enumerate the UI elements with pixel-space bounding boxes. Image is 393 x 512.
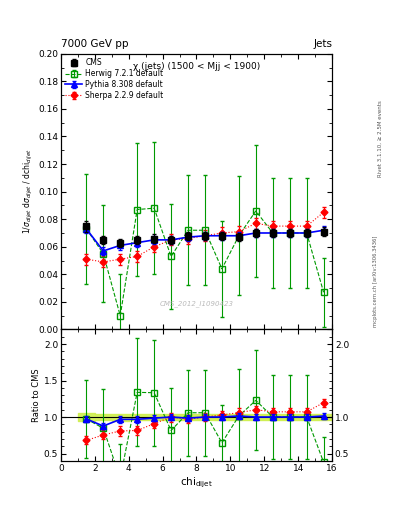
Text: 7000 GeV pp: 7000 GeV pp	[61, 38, 129, 49]
Y-axis label: 1/$\sigma_{dijet}$ d$\sigma_{dijet}$ / dchi$_{dijet}$: 1/$\sigma_{dijet}$ d$\sigma_{dijet}$ / d…	[22, 149, 35, 234]
Text: Jets: Jets	[313, 38, 332, 49]
Text: χ (jets) (1500 < Mjj < 1900): χ (jets) (1500 < Mjj < 1900)	[133, 62, 260, 71]
Text: CMS_2012_I1090423: CMS_2012_I1090423	[160, 301, 233, 307]
Text: mcplots.cern.ch [arXiv:1306.3436]: mcplots.cern.ch [arXiv:1306.3436]	[373, 236, 378, 327]
Text: Rivet 3.1.10, ≥ 2.5M events: Rivet 3.1.10, ≥ 2.5M events	[378, 100, 383, 177]
Legend: CMS, Herwig 7.2.1 default, Pythia 8.308 default, Sherpa 2.2.9 default: CMS, Herwig 7.2.1 default, Pythia 8.308 …	[63, 56, 166, 102]
Y-axis label: Ratio to CMS: Ratio to CMS	[32, 368, 41, 422]
X-axis label: chi$_{\rm dijet}$: chi$_{\rm dijet}$	[180, 475, 213, 490]
